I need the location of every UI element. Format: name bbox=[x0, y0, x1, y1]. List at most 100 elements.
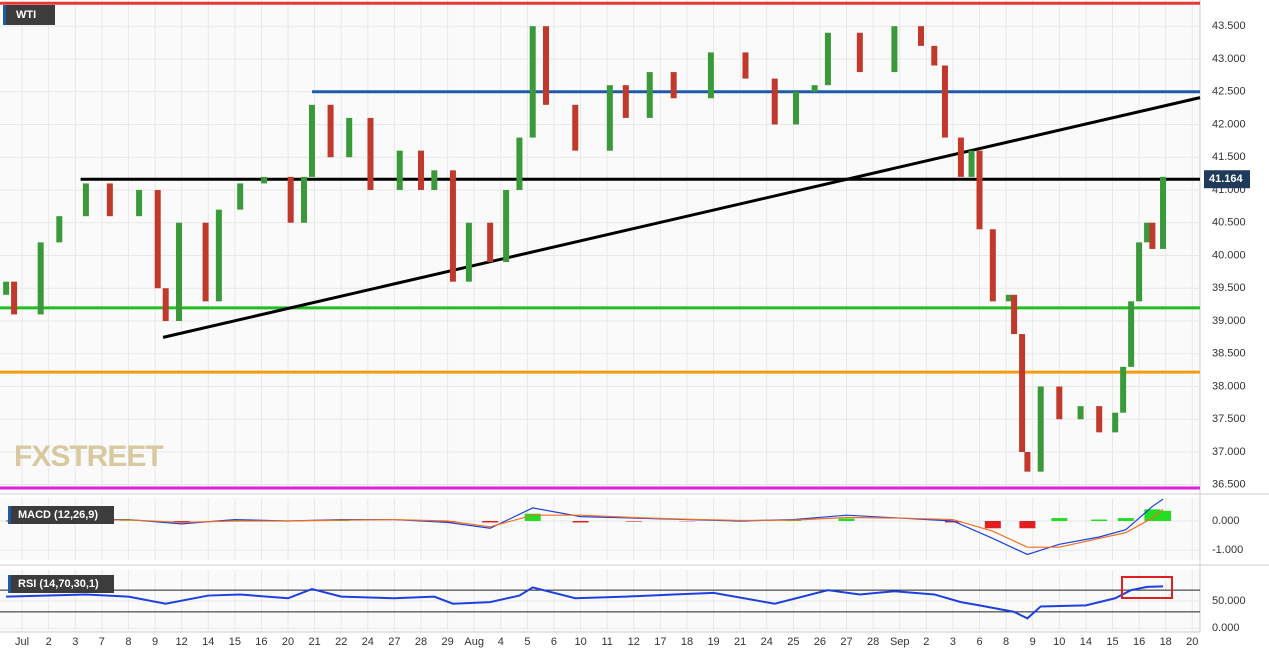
x-tick-label: 15 bbox=[229, 636, 241, 648]
candle bbox=[1056, 386, 1063, 420]
x-tick-label: 18 bbox=[681, 636, 693, 648]
candle bbox=[431, 170, 438, 190]
x-tick-label: 12 bbox=[176, 636, 188, 648]
x-tick-label: 3 bbox=[72, 636, 78, 648]
candle bbox=[824, 32, 831, 86]
macd-line bbox=[6, 508, 1164, 548]
x-tick-label: 21 bbox=[734, 636, 746, 648]
y-tick-label: 39.500 bbox=[1212, 282, 1246, 294]
candle bbox=[162, 288, 169, 321]
histogram-bar bbox=[173, 520, 190, 523]
x-tick-label: 19 bbox=[707, 636, 719, 648]
candle bbox=[503, 189, 510, 263]
x-tick-label: 18 bbox=[1160, 636, 1172, 648]
y-tick-label: 38.500 bbox=[1212, 348, 1246, 360]
x-tick-label: 27 bbox=[388, 636, 400, 648]
x-tick-label: 2 bbox=[46, 636, 52, 648]
last-price-label: 41.164 bbox=[1209, 173, 1244, 185]
x-tick-label: 10 bbox=[574, 636, 586, 648]
x-tick-label: Aug bbox=[464, 636, 484, 648]
y-tick-label: -1.000 bbox=[1212, 544, 1243, 556]
histogram-bar bbox=[1019, 520, 1036, 529]
y-tick-label: 43.000 bbox=[1212, 53, 1246, 65]
x-tick-label: 5 bbox=[524, 636, 530, 648]
y-tick-label: 0.000 bbox=[1212, 622, 1240, 634]
y-tick-label: 42.000 bbox=[1212, 118, 1246, 130]
candle bbox=[418, 150, 425, 190]
candle bbox=[1019, 334, 1026, 453]
candle bbox=[106, 183, 113, 217]
x-tick-label: 29 bbox=[441, 636, 453, 648]
candle bbox=[202, 222, 209, 302]
candle bbox=[287, 176, 294, 223]
x-tick-label: 20 bbox=[1186, 636, 1198, 648]
candle bbox=[771, 78, 778, 125]
x-tick-label: Jul bbox=[15, 636, 29, 648]
candle bbox=[37, 242, 44, 315]
candle bbox=[1160, 176, 1167, 249]
x-tick-label: 28 bbox=[867, 636, 879, 648]
candle bbox=[856, 32, 863, 73]
y-tick-label: 0.000 bbox=[1212, 515, 1240, 527]
histogram-bar bbox=[1051, 518, 1068, 521]
histogram-bar bbox=[226, 519, 243, 521]
indicator-label-accent bbox=[8, 575, 11, 593]
histogram-bar bbox=[439, 520, 456, 523]
histogram-bar bbox=[838, 518, 855, 521]
histogram-bar bbox=[944, 520, 961, 523]
x-tick-label: 9 bbox=[152, 636, 158, 648]
candle bbox=[707, 52, 714, 99]
candle bbox=[215, 209, 222, 302]
x-tick-label: 28 bbox=[415, 636, 427, 648]
x-tick-label: 16 bbox=[1133, 636, 1145, 648]
x-tick-label: 6 bbox=[551, 636, 557, 648]
candle bbox=[1136, 242, 1143, 302]
y-tick-label: 39.000 bbox=[1212, 315, 1246, 327]
candle bbox=[237, 183, 244, 210]
x-tick-label: 15 bbox=[1106, 636, 1118, 648]
x-tick-label: 25 bbox=[787, 636, 799, 648]
x-tick-label: 4 bbox=[498, 636, 504, 648]
x-tick-label: 26 bbox=[814, 636, 826, 648]
histogram-bar bbox=[482, 520, 499, 523]
x-tick-label: 8 bbox=[1003, 636, 1009, 648]
candle bbox=[957, 137, 964, 177]
y-tick-label: 38.000 bbox=[1212, 380, 1246, 392]
candle bbox=[646, 72, 653, 118]
y-tick-label: 37.000 bbox=[1212, 446, 1246, 458]
annotation-box bbox=[1121, 576, 1173, 599]
x-tick-label: 27 bbox=[840, 636, 852, 648]
indicator-label: RSI (14,70,30,1) bbox=[18, 578, 99, 590]
x-tick-label: Sep bbox=[890, 636, 910, 648]
candle bbox=[82, 183, 89, 217]
x-tick-label: 3 bbox=[950, 636, 956, 648]
candle bbox=[1077, 406, 1084, 420]
candle bbox=[811, 85, 818, 92]
x-tick-label: 12 bbox=[628, 636, 640, 648]
candle bbox=[742, 52, 749, 79]
candle bbox=[487, 222, 494, 263]
y-tick-label: 40.000 bbox=[1212, 249, 1246, 261]
candle bbox=[1144, 222, 1151, 243]
candle bbox=[3, 281, 10, 295]
candle bbox=[308, 104, 315, 177]
candle bbox=[793, 91, 800, 125]
y-tick-label: 50.000 bbox=[1212, 595, 1246, 607]
candle bbox=[976, 150, 983, 230]
y-tick-label: 40.500 bbox=[1212, 217, 1246, 229]
candle bbox=[989, 229, 996, 302]
rsi-line bbox=[6, 585, 1164, 620]
candle bbox=[367, 117, 374, 190]
candle bbox=[175, 222, 182, 321]
y-tick-label: 37.500 bbox=[1212, 413, 1246, 425]
trend-line bbox=[162, 96, 1201, 339]
candle bbox=[300, 176, 307, 223]
last-price-box bbox=[1204, 170, 1250, 189]
x-tick-label: 8 bbox=[125, 636, 131, 648]
histogram-bar bbox=[984, 520, 1001, 529]
y-tick-label: 36.500 bbox=[1212, 479, 1246, 491]
candle bbox=[1011, 294, 1018, 335]
candle bbox=[1037, 386, 1044, 472]
title-accent bbox=[3, 5, 6, 25]
candle bbox=[1120, 366, 1127, 413]
